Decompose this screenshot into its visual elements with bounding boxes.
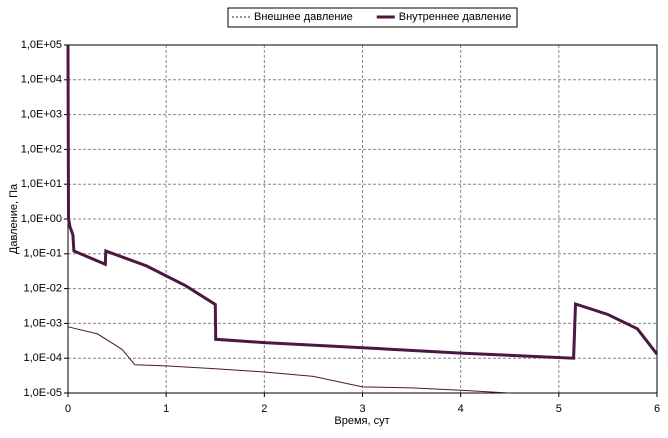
y-axis-title: Давление, Па	[8, 183, 20, 254]
x-tick-label: 1	[163, 403, 169, 415]
x-tick-label: 2	[261, 403, 267, 415]
y-tick-label: 1,0E-04	[23, 352, 62, 364]
x-tick-label: 6	[654, 403, 660, 415]
x-tick-label: 0	[65, 403, 71, 415]
x-axis-title: Время, сут	[334, 415, 389, 427]
y-tick-label: 1,0E+02	[21, 143, 62, 155]
legend-box	[227, 7, 518, 28]
y-tick-label: 1,0E-05	[23, 387, 62, 399]
y-tick-label: 1,0E-01	[23, 248, 62, 260]
y-tick-label: 1,0E-02	[23, 283, 62, 295]
x-tick-label: 5	[556, 403, 562, 415]
y-tick-label: 1,0E+00	[21, 213, 62, 225]
series-line	[66, 44, 659, 360]
x-tick-label: 3	[359, 403, 365, 415]
legend-label: Внутреннее давление	[399, 11, 512, 23]
series-line	[67, 326, 510, 394]
x-tick-label: 4	[458, 403, 464, 415]
y-tick-label: 1,0E+05	[21, 39, 62, 51]
y-tick-label: 1,0E+01	[21, 178, 62, 190]
y-tick-label: 1,0E+03	[21, 109, 62, 121]
y-tick-label: 1,0E-03	[23, 317, 62, 329]
legend-label: Внешнее давление	[254, 11, 353, 23]
y-tick-label: 1,0E+04	[21, 74, 62, 86]
